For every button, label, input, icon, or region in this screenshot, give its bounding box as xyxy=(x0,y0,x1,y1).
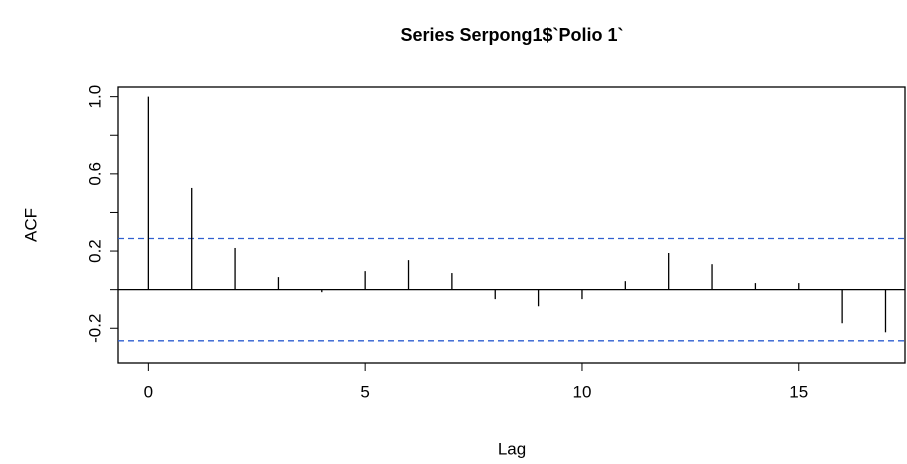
y-tick-label: 0.6 xyxy=(85,162,104,186)
y-tick-label: -0.2 xyxy=(85,314,104,343)
x-axis-label: Lag xyxy=(498,439,526,458)
x-tick-label: 0 xyxy=(144,382,153,401)
x-tick-label: 10 xyxy=(573,382,592,401)
plot-frame xyxy=(117,86,906,364)
y-tick-label: 1.0 xyxy=(85,85,104,109)
y-axis-label: ACF xyxy=(21,208,40,242)
x-tick-label: 15 xyxy=(789,382,808,401)
chart-title: Series Serpong1$`Polio 1` xyxy=(400,25,623,45)
x-tick-label: 5 xyxy=(360,382,369,401)
y-tick-label: 0.2 xyxy=(85,239,104,263)
